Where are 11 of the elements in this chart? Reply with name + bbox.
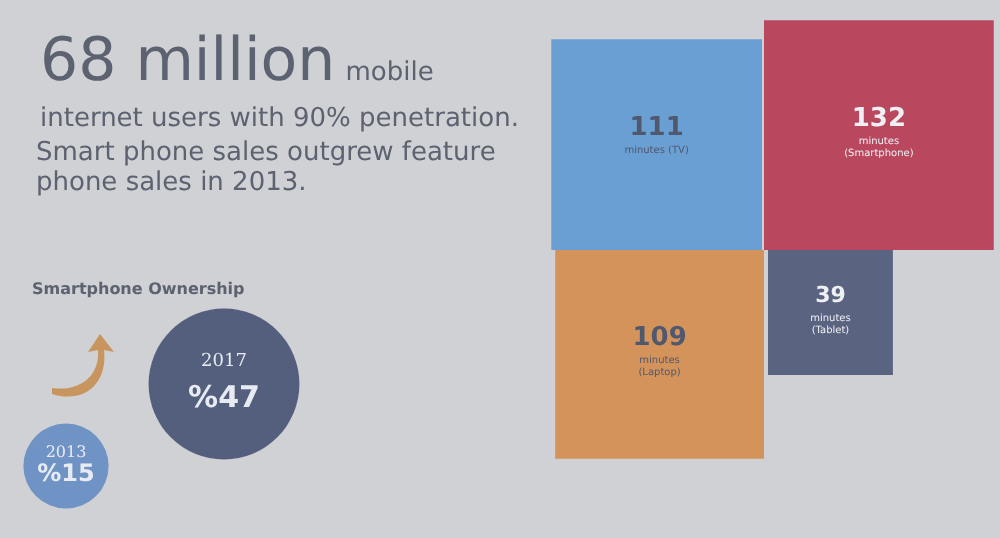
data-label: %47 — [188, 378, 260, 415]
data-label: %15 — [37, 458, 95, 487]
text: 68 million — [40, 26, 336, 96]
data-label: 39 — [815, 282, 846, 309]
category-label: 2017 — [201, 352, 248, 373]
data-label: 109 — [632, 323, 687, 354]
data-label: 132 — [851, 103, 907, 134]
data-label: 111 — [629, 113, 684, 144]
text: Smart phone sales outgrew feature phone sales in 2013. — [36, 138, 498, 201]
category-label: 2013 — [45, 443, 87, 462]
text: Smartphone Ownership — [32, 280, 245, 298]
